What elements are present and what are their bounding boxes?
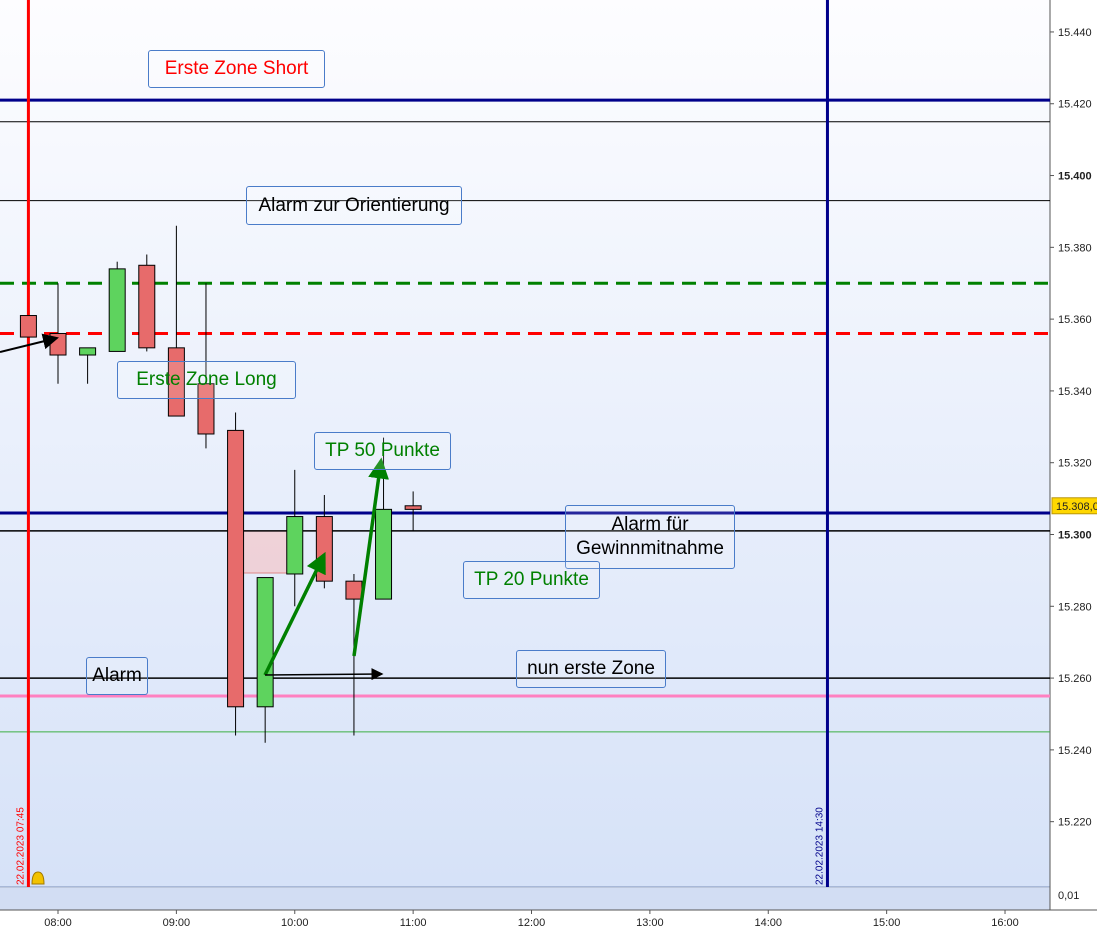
candle-body: [19, 315, 37, 338]
annotation: TP 20 Punkte: [463, 561, 600, 599]
y-tick-label: 15.380: [1058, 242, 1092, 254]
candle-body: [227, 429, 245, 708]
arrow: [264, 668, 384, 681]
annotation: Erste Zone Short: [148, 50, 325, 88]
y-tick-label: 15.240: [1058, 745, 1092, 757]
lower-panel: [0, 888, 1050, 910]
bell-icon: [31, 871, 45, 885]
y-tick-label: 15.360: [1058, 314, 1092, 326]
candle-body: [49, 332, 67, 356]
candle-body: [108, 268, 126, 352]
x-tick-label: 13:00: [636, 917, 664, 929]
annotation: nun erste Zone: [516, 650, 666, 688]
candle-body: [404, 505, 422, 510]
x-tick-label: 08:00: [44, 917, 72, 929]
y-tick-label: 15.320: [1058, 458, 1092, 470]
x-tick-label: 09:00: [163, 917, 191, 929]
candle-body: [197, 383, 215, 435]
annotation: Alarm: [86, 657, 148, 695]
arrow: [0, 333, 59, 353]
arrow: [352, 457, 390, 657]
y-tick-label: 15.260: [1058, 673, 1092, 685]
bell: [31, 871, 45, 885]
annotation: Alarm zur Orientierung: [246, 186, 462, 225]
lower-panel-label: 0,01: [1058, 890, 1079, 902]
last-price-box: [1051, 497, 1097, 515]
candle-body: [375, 508, 393, 600]
x-tick-label: 11:00: [400, 917, 427, 929]
time-line-label: 22.02.2023 14:30: [814, 807, 825, 885]
annotation: Erste Zone Long: [117, 361, 296, 399]
arrow: [263, 551, 326, 676]
candle-body: [138, 264, 156, 349]
x-tick-label: 15:00: [873, 917, 901, 929]
zone-box: [235, 530, 296, 574]
y-tick-label: 15.400: [1058, 171, 1092, 183]
arrows: [0, 333, 390, 681]
x-tick-label: 10:00: [281, 917, 309, 929]
x-tick-label: 14:00: [754, 917, 782, 929]
annotation: Alarm für Gewinnmitnahme: [565, 505, 735, 569]
plot-background: [0, 0, 1050, 887]
candle-body: [315, 516, 333, 582]
x-tick-label: 12:00: [518, 917, 546, 929]
time-line-label: 22.02.2023 07:45: [15, 807, 26, 885]
candle-body: [256, 577, 274, 708]
y-tick-label: 15.220: [1058, 817, 1092, 829]
candle-body: [345, 580, 363, 600]
y-tick-label: 15.300: [1058, 529, 1092, 541]
y-tick-label: 15.340: [1058, 386, 1092, 398]
x-tick-label: 16:00: [991, 917, 1019, 929]
y-tick-label: 15.420: [1058, 99, 1092, 111]
y-tick-label: 15.440: [1058, 27, 1092, 39]
last-price-label: 15.308,0: [1056, 501, 1097, 513]
candle-body: [286, 516, 304, 575]
annotation: TP 50 Punkte: [314, 432, 451, 470]
candle-body: [79, 347, 97, 356]
y-tick-label: 15.280: [1058, 601, 1092, 613]
